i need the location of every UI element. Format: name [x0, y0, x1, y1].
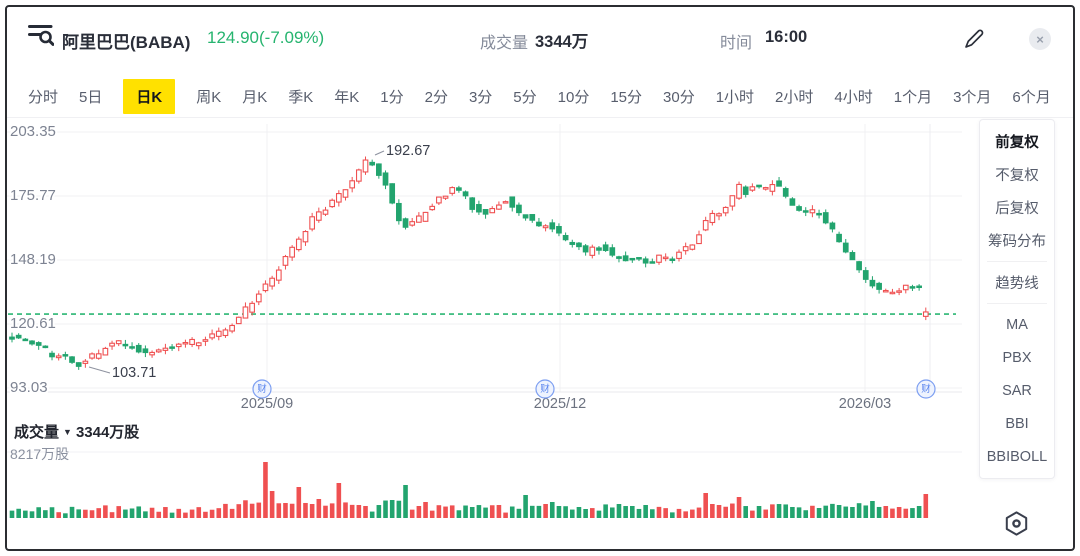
- svg-text:财: 财: [257, 383, 267, 395]
- tab-3分[interactable]: 3分: [468, 88, 493, 106]
- volume-bars: [9, 462, 929, 518]
- sidebar-panel: 前复权不复权后复权筹码分布趋势线 MA PBX SAR BBI BBIBOLL: [979, 119, 1055, 479]
- sidebar-divider: [987, 303, 1047, 304]
- stock-title: 阿里巴巴(BABA): [62, 33, 191, 52]
- svg-text:财: 财: [540, 383, 550, 395]
- svg-text:2025/12: 2025/12: [534, 396, 586, 412]
- dropdown-arrow-icon: ▼: [63, 427, 72, 437]
- close-icon[interactable]: ×: [1029, 28, 1051, 50]
- sidebar-item-筹码分布[interactable]: 筹码分布: [988, 234, 1046, 250]
- window-frame: 阿里巴巴(BABA) 124.90(-7.09%) 成交量 3344万 时间 1…: [5, 5, 1075, 551]
- sidebar-item-趋势线[interactable]: 趋势线: [995, 276, 1039, 292]
- x-axis-labels: 2025/09 2025/12 2026/03: [241, 396, 891, 412]
- header-time-label: 时间: [720, 35, 753, 52]
- tab-5日[interactable]: 5日: [79, 88, 103, 106]
- watchlist-search-icon[interactable]: [28, 23, 54, 47]
- sidebar-item-不复权[interactable]: 不复权: [995, 168, 1039, 184]
- sidebar-divider: [987, 261, 1047, 262]
- sidebar-item-BBIBOLL[interactable]: BBIBOLL: [986, 448, 1048, 465]
- sidebar-item-MA[interactable]: MA: [1006, 316, 1028, 333]
- draw-pencil-icon[interactable]: [962, 27, 986, 51]
- stock-price: 124.90(-7.09%): [207, 28, 325, 47]
- sidebar-item-后复权[interactable]: 后复权: [995, 201, 1039, 217]
- tab-年K[interactable]: 年K: [334, 88, 360, 106]
- svg-text:93.03: 93.03: [10, 379, 48, 396]
- tab-10分[interactable]: 10分: [557, 88, 590, 106]
- header-volume-label: 成交量: [480, 35, 529, 52]
- tab-bar: 分时 5日 日K 周K 月K 季K 年K 1分 2分 3分 5分 10分 15分 30分 1小时 2小时 4小时…: [7, 75, 1073, 118]
- svg-text:192.67: 192.67: [386, 143, 430, 159]
- y-axis-labels: 203.35 175.77 148.19 120.61 93.03: [8, 121, 58, 398]
- grid-lines: [7, 124, 962, 393]
- tab-1小时[interactable]: 1小时: [715, 88, 755, 106]
- volume-indicator-selector[interactable]: 成交量 ▼ 3344万股: [14, 421, 139, 442]
- tab-日K[interactable]: 日K: [123, 78, 176, 114]
- tab-5分[interactable]: 5分: [513, 88, 537, 106]
- svg-text:175.77: 175.77: [10, 187, 56, 204]
- volume-current-value: 3344万股: [75, 424, 140, 441]
- volume-chart[interactable]: [7, 450, 1073, 532]
- tab-4小时[interactable]: 4小时: [834, 88, 873, 106]
- tab-分时[interactable]: 分时: [28, 88, 59, 106]
- candlestick-chart[interactable]: 192.67 103.71 203.35 175.77 148.19 120.61 93.0…: [7, 117, 1073, 417]
- tab-季K[interactable]: 季K: [288, 88, 314, 106]
- svg-text:2026/03: 2026/03: [839, 396, 891, 412]
- svg-text:财: 财: [921, 383, 931, 395]
- sidebar-item-PBX[interactable]: PBX: [1002, 349, 1032, 366]
- tab-周K[interactable]: 周K: [196, 88, 222, 106]
- settings-gear-icon[interactable]: [1003, 510, 1030, 537]
- svg-text:103.71: 103.71: [112, 365, 156, 381]
- header-volume-value: 3344万: [535, 33, 589, 51]
- candles: [9, 156, 929, 370]
- tab-月K[interactable]: 月K: [242, 88, 268, 106]
- svg-text:203.35: 203.35: [10, 123, 56, 140]
- tab-2分[interactable]: 2分: [424, 88, 448, 106]
- sidebar-item-BBI[interactable]: BBI: [1005, 415, 1029, 432]
- tab-2小时[interactable]: 2小时: [775, 88, 814, 106]
- volume-title: 成交量: [14, 424, 60, 441]
- tab-1个月[interactable]: 1个月: [893, 88, 933, 106]
- svg-text:2025/09: 2025/09: [241, 396, 293, 412]
- tab-6个月[interactable]: 6个月: [1012, 88, 1051, 106]
- earnings-markers: 财财财: [252, 379, 936, 399]
- tab-1分[interactable]: 1分: [380, 88, 404, 106]
- svg-text:148.19: 148.19: [10, 251, 56, 268]
- tab-15分[interactable]: 15分: [610, 88, 643, 106]
- sidebar-item-SAR[interactable]: SAR: [1002, 382, 1032, 399]
- volume-scale-max: 8217万股: [10, 446, 70, 462]
- tab-30分[interactable]: 30分: [663, 88, 695, 106]
- tab-3个月[interactable]: 3个月: [953, 88, 992, 106]
- price-annotations: 192.67 103.71: [88, 141, 432, 383]
- sidebar-item-前复权[interactable]: 前复权: [995, 135, 1039, 151]
- svg-text:120.61: 120.61: [10, 315, 56, 332]
- header-time-value: 16:00: [765, 28, 808, 46]
